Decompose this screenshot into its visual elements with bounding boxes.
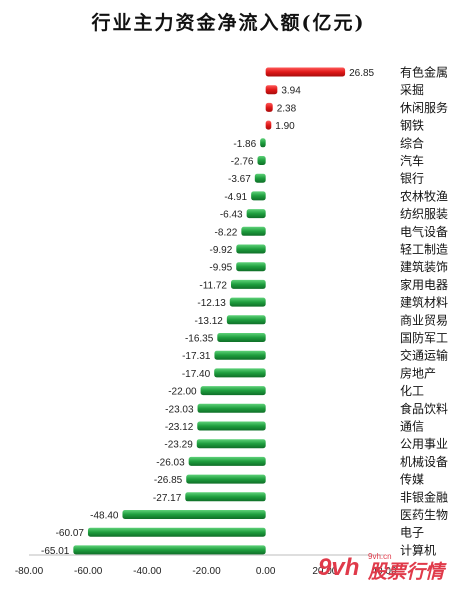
bar — [257, 156, 266, 165]
category-label: 纺织服装 — [400, 207, 448, 221]
category-label: 建筑装饰 — [400, 259, 448, 274]
bar — [73, 545, 266, 555]
category-label: 采掘 — [400, 82, 424, 97]
category-label: 通信 — [400, 420, 424, 434]
data-label: -12.13 — [197, 298, 226, 309]
category-label: 银行 — [400, 172, 424, 186]
bar — [254, 173, 266, 183]
category-label: 传媒 — [400, 472, 424, 487]
bar — [217, 333, 266, 342]
watermark-brand: 股票行情 — [367, 561, 447, 583]
data-label: 3.94 — [281, 86, 301, 97]
category-label: 家用电器 — [400, 277, 448, 292]
bar — [251, 191, 266, 201]
data-label: -48.40 — [90, 511, 119, 522]
data-label: -26.85 — [154, 475, 183, 486]
x-tick-label: 0.00 — [256, 566, 276, 577]
category-label: 医药生物 — [400, 508, 448, 522]
bar — [214, 368, 266, 378]
data-label: -11.72 — [199, 280, 227, 291]
data-label: -26.03 — [156, 457, 185, 468]
bar — [265, 102, 273, 112]
category-label: 商业贸易 — [400, 312, 448, 327]
data-label: -23.29 — [164, 440, 193, 451]
data-label: -8.22 — [215, 227, 238, 238]
data-label: -23.12 — [165, 422, 194, 433]
category-label: 国防军工 — [400, 330, 448, 345]
data-label: 26.85 — [349, 68, 374, 79]
category-label: 农林牧渔 — [400, 189, 448, 203]
bar — [122, 510, 266, 519]
category-label: 有色金属 — [400, 65, 448, 80]
chart-title: 行业主力资金净流入额(亿元) — [91, 12, 366, 34]
data-label: -27.17 — [153, 493, 182, 504]
bar — [197, 421, 266, 431]
data-label: -17.40 — [182, 369, 211, 380]
category-label: 机械设备 — [400, 454, 448, 469]
data-label: -60.07 — [56, 528, 85, 539]
data-label: -23.03 — [165, 404, 194, 415]
data-label: 1.90 — [275, 121, 295, 132]
x-tick-label: 20.00 — [312, 566, 337, 577]
category-label: 汽车 — [400, 153, 424, 168]
bar — [229, 297, 266, 307]
data-label: -4.91 — [224, 192, 247, 203]
category-label: 休闲服务 — [400, 100, 448, 115]
category-label: 综合 — [400, 135, 424, 150]
x-tick-label: -40.00 — [133, 566, 162, 577]
category-label: 计算机 — [400, 542, 436, 557]
data-label: -2.76 — [231, 157, 254, 168]
x-tick-label: -60.00 — [74, 566, 103, 577]
data-label: 2.38 — [277, 103, 297, 114]
bar — [231, 279, 266, 289]
bar — [260, 138, 266, 148]
category-label: 电气设备 — [400, 224, 448, 239]
bar — [265, 85, 278, 95]
category-label: 交通运输 — [400, 348, 448, 363]
category-label: 食品饮料 — [400, 401, 448, 416]
x-tick-label: -80.00 — [15, 566, 44, 577]
category-label: 公用事业 — [400, 437, 448, 451]
bar — [87, 527, 266, 537]
bar — [265, 120, 272, 130]
data-label: -9.95 — [209, 263, 232, 274]
bar — [226, 315, 266, 325]
category-label: 化工 — [400, 384, 424, 398]
bar — [200, 386, 266, 396]
category-label: 建筑材料 — [400, 295, 448, 310]
watermark-url: 9vh.cn — [368, 552, 392, 561]
category-label: 轻工制造 — [400, 243, 448, 257]
bar — [196, 439, 266, 449]
data-label: -3.67 — [228, 174, 251, 185]
data-label: -22.00 — [168, 387, 197, 398]
data-label: -9.92 — [210, 245, 233, 256]
bar — [241, 226, 266, 236]
x-tick-label: 40.00 — [371, 566, 396, 577]
data-label: -6.43 — [220, 210, 243, 221]
bar — [265, 67, 346, 77]
category-label: 非银金融 — [400, 489, 448, 504]
category-label: 房地产 — [400, 365, 436, 380]
bar — [188, 456, 266, 466]
watermark-logo: 9vh — [318, 554, 359, 581]
data-label: -1.86 — [233, 139, 256, 150]
bar — [186, 474, 266, 484]
bar — [236, 262, 266, 272]
data-label: -65.01 — [41, 546, 70, 557]
category-label: 钢铁 — [400, 119, 424, 133]
data-label: -17.31 — [182, 351, 211, 362]
bar — [185, 492, 266, 502]
bar — [236, 244, 266, 254]
data-label: -13.12 — [194, 316, 223, 327]
category-label: 电子 — [400, 526, 424, 540]
bar — [197, 403, 266, 413]
bar — [246, 209, 266, 219]
x-tick-label: -20.00 — [192, 566, 221, 577]
watermark: 9vh 9vh.cn 股票行情 — [318, 548, 457, 584]
data-label: -16.35 — [185, 334, 214, 345]
bar — [214, 350, 266, 360]
